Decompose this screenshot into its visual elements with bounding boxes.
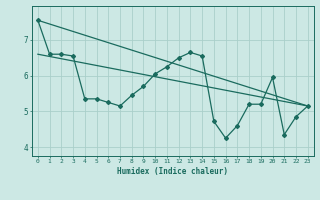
X-axis label: Humidex (Indice chaleur): Humidex (Indice chaleur)	[117, 167, 228, 176]
